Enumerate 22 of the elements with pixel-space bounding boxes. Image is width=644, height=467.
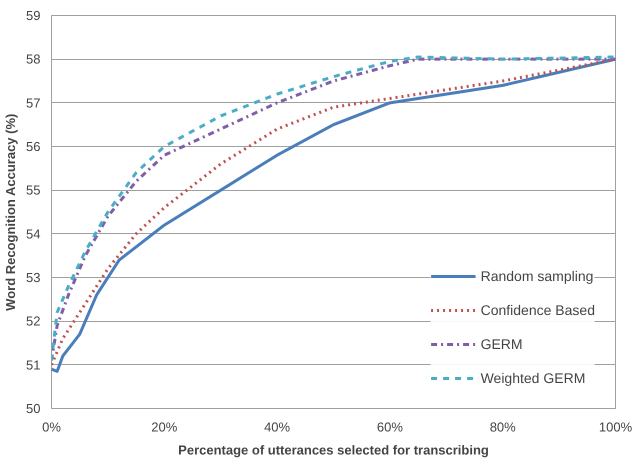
y-tick-label: 52	[26, 314, 41, 329]
y-axis-title: Word Recognition Accuracy (%)	[3, 114, 18, 311]
x-tick-label: 100%	[598, 420, 633, 434]
y-tick-label: 50	[26, 401, 41, 416]
legend-label: Weighted GERM	[480, 370, 586, 386]
legend-label: Random sampling	[480, 268, 594, 284]
y-tick-label: 58	[26, 52, 41, 67]
y-tick-label: 51	[26, 357, 41, 372]
legend-label: Confidence Based	[480, 302, 595, 318]
x-tick-label: 20%	[151, 420, 178, 434]
x-tick-label: 80%	[490, 420, 516, 434]
y-tick-label: 57	[26, 95, 41, 110]
y-tick-label: 56	[26, 139, 41, 154]
x-axis-title: Percentage of utterances selected for transcribing	[178, 442, 489, 458]
x-tick-label: 0%	[42, 420, 62, 434]
x-tick-label: 40%	[264, 420, 291, 434]
y-tick-label: 54	[26, 226, 41, 242]
x-tick-label: 60%	[376, 420, 404, 434]
y-tick-label: 55	[26, 182, 41, 198]
y-tick-label: 53	[26, 270, 41, 285]
legend-label: GERM	[480, 336, 523, 352]
y-tick-label: 59	[26, 8, 41, 23]
